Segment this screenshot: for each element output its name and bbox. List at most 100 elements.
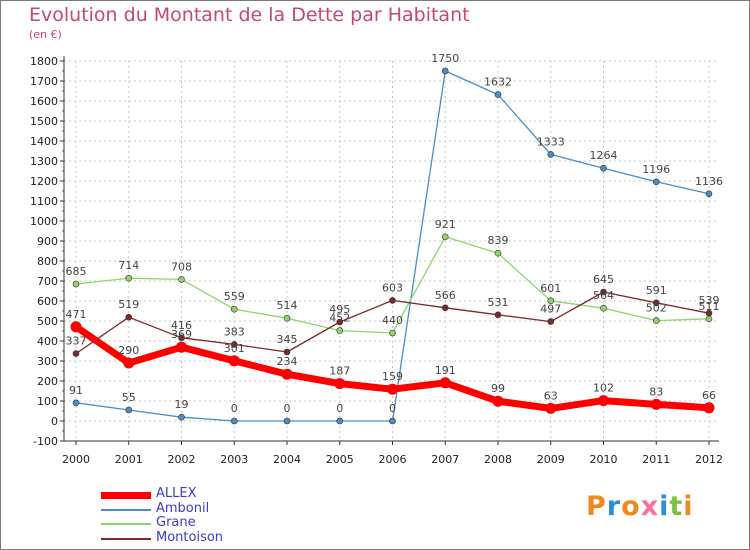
data-point [336, 417, 344, 425]
x-tick-label: 2002 [168, 453, 196, 466]
data-point [494, 311, 502, 319]
data-label: 559 [224, 290, 245, 303]
data-label: 685 [66, 265, 87, 278]
logo-letter: i [683, 491, 694, 522]
data-label: 187 [329, 365, 350, 378]
data-label: 55 [122, 391, 136, 404]
y-tick-label: 1400 [30, 135, 58, 148]
legend-swatch [101, 508, 151, 511]
data-point [125, 406, 133, 414]
data-point [125, 274, 133, 282]
data-label: 519 [118, 298, 139, 311]
data-point [176, 341, 187, 353]
data-point [72, 350, 80, 357]
y-tick-label: 100 [37, 395, 58, 408]
data-point [230, 341, 238, 348]
data-label: 566 [435, 289, 456, 302]
data-label: 440 [382, 314, 403, 327]
data-point [492, 395, 504, 407]
legend-swatch [101, 491, 151, 499]
data-label: 1136 [695, 175, 723, 188]
legend-label: Montoison [156, 529, 224, 545]
y-tick-label: 500 [37, 315, 58, 328]
data-point [389, 329, 396, 337]
proxiti-logo: Proxiti [586, 491, 694, 522]
logo-letter: o [621, 491, 641, 522]
data-point [123, 357, 135, 369]
data-point [547, 297, 555, 305]
data-point [230, 417, 238, 425]
logo-letter: r [606, 491, 622, 522]
y-tick-label: 600 [37, 295, 58, 308]
y-tick-label: 1500 [30, 115, 58, 128]
y-tick-label: 800 [37, 255, 58, 268]
data-point [494, 249, 502, 257]
data-point [439, 377, 451, 389]
data-label: 301 [224, 342, 245, 355]
data-point [705, 315, 713, 323]
data-point [228, 355, 240, 367]
legend-label: Ambonil [156, 500, 210, 516]
data-label: 290 [118, 344, 139, 357]
legend-label: Grane [156, 515, 196, 530]
y-tick-label: 1700 [30, 75, 58, 88]
data-label: 369 [171, 328, 192, 341]
data-point [703, 402, 715, 414]
data-point [387, 383, 398, 395]
data-label: 337 [66, 335, 87, 348]
chart-subtitle: (en €) [29, 28, 62, 41]
data-point [652, 178, 660, 186]
data-point [441, 67, 449, 75]
y-tick-label: 300 [37, 355, 58, 368]
data-label: 714 [118, 259, 139, 272]
data-label: 0 [231, 402, 238, 415]
data-point [705, 309, 713, 317]
data-label: 1750 [431, 52, 459, 65]
data-label: 531 [488, 296, 509, 309]
data-label: 921 [435, 218, 456, 231]
data-label: 191 [435, 364, 456, 377]
data-point [72, 280, 80, 288]
logo-letter: t [669, 491, 684, 522]
data-label: 708 [171, 260, 192, 273]
x-tick-label: 2011 [642, 453, 670, 466]
data-point [652, 299, 660, 307]
x-tick-label: 2004 [273, 453, 301, 466]
data-point [389, 417, 396, 425]
x-tick-label: 2000 [62, 453, 90, 466]
data-label: 0 [284, 402, 291, 415]
data-label: 83 [649, 385, 663, 398]
y-tick-label: 200 [37, 375, 58, 388]
data-label: 19 [175, 398, 189, 411]
data-label: 99 [491, 382, 505, 395]
data-label: 601 [540, 282, 561, 295]
data-label: 511 [699, 300, 720, 313]
y-tick-label: 1800 [30, 55, 58, 68]
data-label: 0 [336, 402, 343, 415]
data-point [600, 164, 607, 172]
chart-title: Evolution du Montant de la Dette par Hab… [29, 4, 470, 26]
y-tick-label: 0 [51, 415, 58, 428]
logo-letter: x [640, 491, 660, 522]
y-tick-label: 1200 [30, 175, 58, 188]
data-point [178, 276, 185, 283]
data-label: 66 [702, 389, 716, 402]
x-tick-label: 2001 [115, 453, 143, 466]
data-point [600, 288, 607, 296]
data-label: 471 [66, 308, 87, 321]
legend-swatch [101, 537, 151, 540]
data-point [178, 334, 185, 342]
logo-letter: i [659, 491, 670, 522]
data-point [652, 317, 660, 324]
data-label: 159 [382, 370, 403, 383]
data-label: 383 [224, 325, 245, 338]
data-label: 345 [277, 333, 298, 346]
data-label: 234 [277, 355, 298, 368]
data-label: 1264 [590, 149, 618, 162]
y-tick-label: 400 [37, 335, 58, 348]
data-label: 514 [277, 299, 298, 312]
x-tick-label: 2007 [431, 453, 459, 466]
data-point [336, 318, 344, 326]
data-label: 497 [540, 303, 561, 316]
